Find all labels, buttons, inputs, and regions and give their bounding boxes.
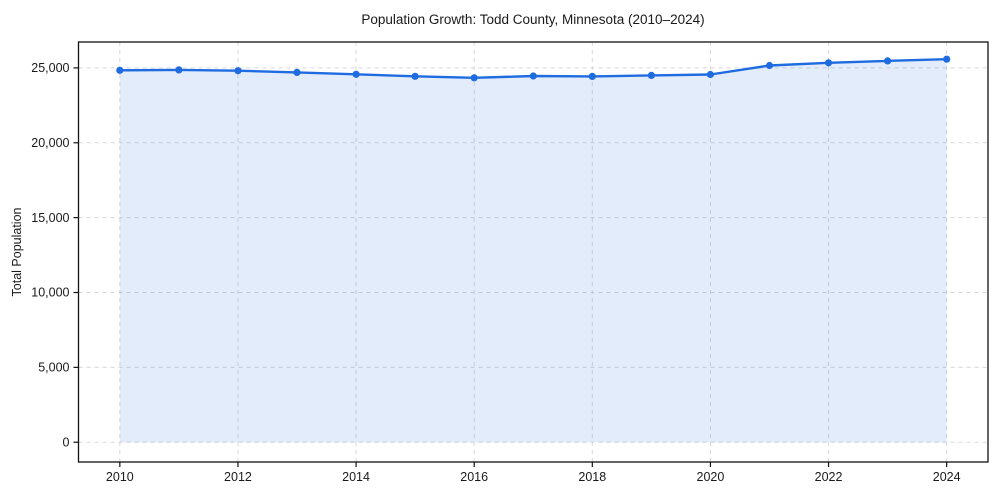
y-tick-label: 25,000 bbox=[31, 61, 69, 75]
x-tick-label: 2024 bbox=[933, 470, 961, 484]
data-point bbox=[765, 61, 774, 70]
y-tick-label: 15,000 bbox=[31, 211, 69, 225]
x-tick-label: 2010 bbox=[106, 470, 134, 484]
data-point bbox=[234, 67, 242, 75]
data-point bbox=[943, 55, 951, 63]
data-point bbox=[411, 72, 419, 80]
area-fill bbox=[119, 59, 947, 443]
x-tick-label: 2022 bbox=[815, 470, 843, 484]
data-point bbox=[116, 66, 124, 74]
y-tick-label: 20,000 bbox=[31, 136, 69, 150]
data-point bbox=[352, 70, 360, 78]
plot-border bbox=[77, 41, 989, 463]
chart-title: Population Growth: Todd County, Minnesot… bbox=[361, 12, 705, 27]
data-point bbox=[824, 59, 833, 67]
data-point bbox=[647, 71, 656, 79]
data-point bbox=[293, 68, 301, 76]
y-tick-label: 10,000 bbox=[31, 286, 69, 300]
data-point bbox=[529, 72, 537, 80]
y-tick-label: 0 bbox=[63, 435, 70, 449]
x-tick-label: 2020 bbox=[697, 470, 725, 484]
data-point bbox=[175, 66, 183, 74]
x-tick-label: 2012 bbox=[224, 470, 252, 484]
y-tick-label: 5,000 bbox=[38, 361, 69, 375]
x-tick-label: 2016 bbox=[460, 470, 488, 484]
x-tick-label: 2014 bbox=[342, 470, 370, 484]
x-tick-label: 2018 bbox=[578, 470, 606, 484]
data-point bbox=[884, 57, 892, 65]
data-point bbox=[588, 72, 596, 80]
data-point bbox=[706, 70, 715, 79]
data-point bbox=[470, 74, 478, 82]
